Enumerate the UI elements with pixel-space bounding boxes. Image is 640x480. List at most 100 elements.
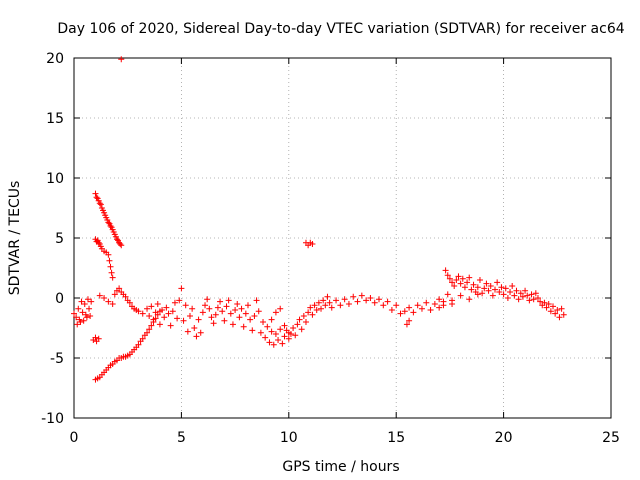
data-point [547,308,554,315]
data-point [290,325,297,331]
data-point [543,304,550,311]
y-tick-label: -5 [50,351,64,367]
y-tick-label: -10 [41,411,64,427]
data-point [345,301,352,307]
data-point [96,292,103,299]
data-point [474,284,481,291]
data-point [519,293,526,300]
data-point [148,303,155,310]
data-point [479,290,486,297]
data-point [111,291,118,298]
chart-title: Day 106 of 2020, Sidereal Day-to-day VTE… [57,21,624,37]
data-point [550,303,557,310]
data-point [337,302,344,309]
data-point [333,297,340,304]
data-point [92,334,99,341]
data-point [268,328,275,335]
data-point [156,321,163,328]
data-point [380,302,387,309]
y-tick-labels: -10 -5 0 5 10 15 20 [41,51,64,427]
data-point [217,298,224,305]
data-point [97,201,104,208]
data-point [511,292,518,299]
axis-ticks [73,57,612,419]
x-tick-label: 20 [495,430,513,446]
data-point [298,326,305,333]
data-point [148,322,155,329]
data-point [193,333,200,340]
data-point [354,298,361,305]
data-point [558,305,565,312]
data-point [251,313,258,319]
data-point [108,269,115,276]
data-point [455,273,462,280]
data-point [165,310,172,317]
data-point [468,286,475,293]
data-point [96,200,103,207]
data-point [281,322,288,329]
data-point [449,301,456,307]
data-point [184,328,191,335]
data-point [406,304,413,311]
data-point [397,310,404,317]
data-point [234,301,241,307]
data-point [502,285,509,292]
data-point [214,304,221,311]
data-point [444,272,451,279]
data-point [358,292,365,299]
data-point [442,267,449,274]
data-point [414,302,421,309]
data-point [176,297,183,304]
data-point [182,302,189,309]
data-point [309,311,316,318]
data-point [144,305,151,312]
data-point [253,297,260,304]
data-point [88,298,95,305]
data-point [483,280,490,287]
data-point [126,299,133,306]
data-point [161,314,168,321]
data-point [95,239,102,246]
data-point [118,56,125,63]
data-point [376,296,383,303]
data-point [107,263,114,270]
data-point [238,305,245,312]
data-point [371,299,378,306]
y-tick-label: 20 [46,51,64,67]
data-point [457,280,464,287]
data-point [545,301,552,307]
data-point [257,329,264,336]
y-tick-label: 10 [46,171,64,187]
y-tick-label: 5 [55,231,64,247]
data-point [504,295,511,301]
data-point [117,241,124,247]
data-point [515,296,522,303]
data-point [476,277,483,283]
data-point [208,314,215,321]
data-point [180,317,187,324]
data-point [75,305,82,312]
data-point [285,329,292,336]
data-point [363,297,370,304]
data-point [541,299,548,306]
data-point [268,316,275,323]
y-tick-label: 15 [46,111,64,127]
data-point [199,309,206,316]
data-point [107,223,114,229]
data-point [311,302,318,309]
data-point [78,298,85,305]
data-point [109,274,116,281]
data-point [139,310,146,317]
data-point [509,283,516,289]
data-point [279,340,286,347]
grid [74,58,611,418]
data-point [260,319,267,325]
data-point [326,299,333,306]
data-point [522,287,529,294]
data-point [324,293,331,300]
data-point [436,304,443,311]
data-point [457,292,464,299]
data-point [106,257,113,264]
data-point [178,285,185,292]
data-points [71,56,567,383]
